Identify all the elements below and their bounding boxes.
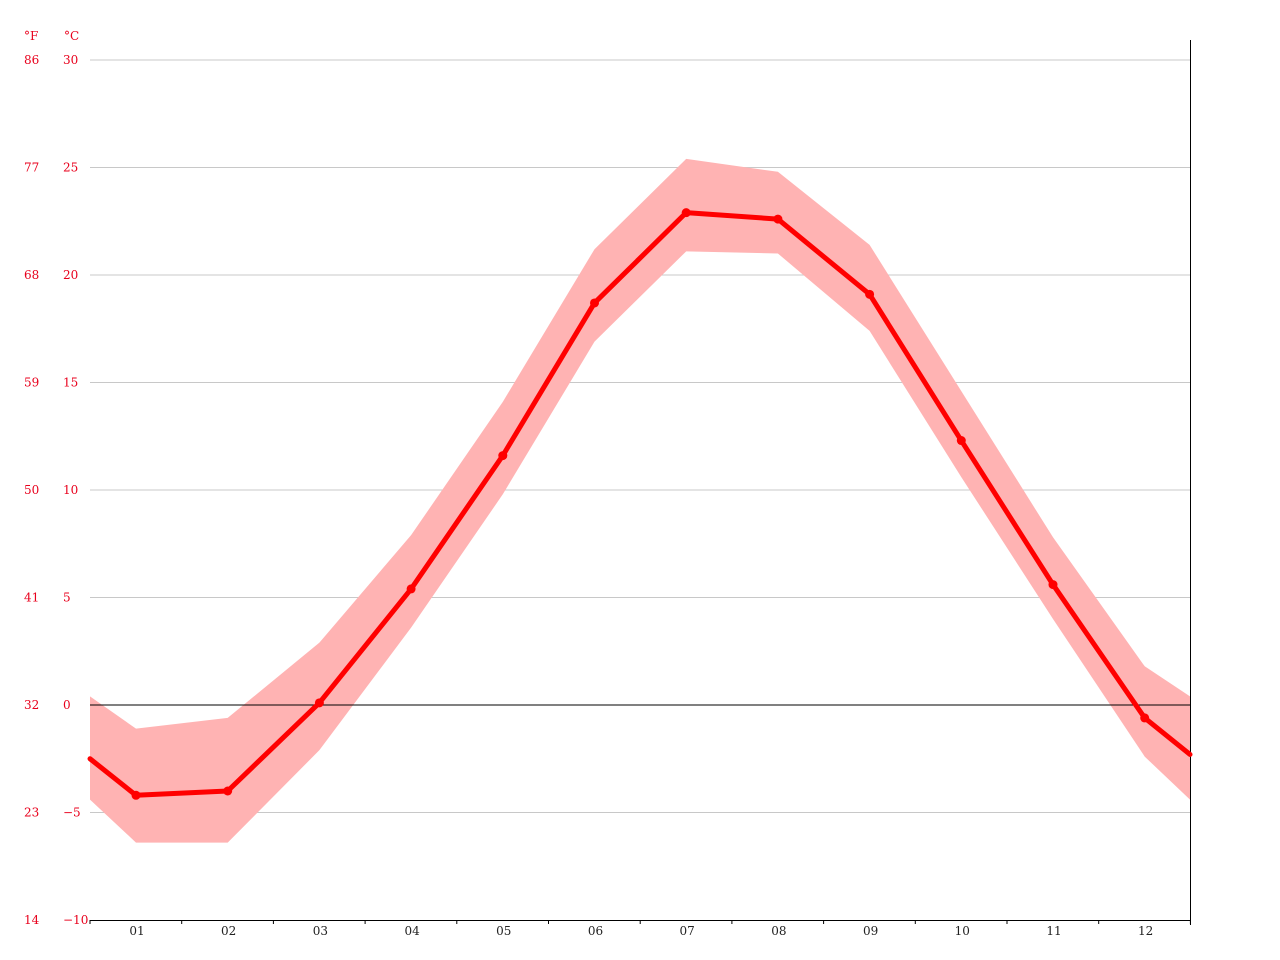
tick-labels: °F °C 86 30 77 25 68 20 59 15 50 10 41 5 32 0 23 −5 14 −10 0… [24,29,1153,938]
data-point [681,208,691,218]
x-tick-label: 06 [588,924,603,938]
x-tick-label: 12 [1138,924,1153,938]
x-tick-label: 07 [680,924,695,938]
data-point [314,698,324,708]
data-point [131,790,141,800]
y-tick-label-celsius: 5 [63,591,71,605]
unit-celsius: °C [64,29,79,43]
x-tick-label: 05 [496,924,511,938]
y-tick-label-celsius: 30 [63,53,78,67]
series-line [87,210,1193,798]
x-tick-label: 03 [313,924,328,938]
data-point [590,298,599,308]
y-tick-label-fahrenheit: 50 [24,483,39,497]
data-point [1140,713,1150,723]
data-point [223,786,233,796]
data-points [131,208,1150,800]
y-tick-label-fahrenheit: 41 [24,591,39,605]
y-tick-label-celsius: 20 [63,268,78,282]
y-tick-label-celsius: −5 [63,806,81,820]
data-point [773,214,783,224]
x-tick-label: 01 [129,924,144,938]
data-point [865,289,875,299]
average-temperature-line [87,210,1193,798]
y-tick-label-celsius: 25 [63,161,78,175]
data-point [498,451,508,461]
unit-fahrenheit: °F [24,29,38,43]
y-tick-label-celsius: 0 [63,698,71,712]
y-tick-label-fahrenheit: 68 [24,268,39,282]
data-point [1048,580,1058,590]
y-tick-label-fahrenheit: 77 [24,161,39,175]
y-tick-label-fahrenheit: 14 [24,913,40,927]
data-point [406,584,416,594]
x-tick-label: 09 [863,924,878,938]
range-band [90,158,1190,843]
x-tick-label: 04 [404,924,420,938]
y-tick-label-celsius: 15 [63,376,78,390]
x-tick-label: 10 [955,924,970,938]
x-tick-label: 02 [221,924,236,938]
temperature-range-band [90,158,1190,843]
y-tick-label-celsius: 10 [63,483,78,497]
x-tick-label: 11 [1046,924,1061,938]
y-tick-label-fahrenheit: 86 [24,53,39,67]
y-tick-label-fahrenheit: 23 [24,806,39,820]
data-point [956,436,966,446]
x-tick-label: 08 [771,924,786,938]
y-tick-label-fahrenheit: 32 [24,698,39,712]
y-tick-label-celsius: −10 [63,913,88,927]
y-tick-label-fahrenheit: 59 [24,376,39,390]
axes [89,40,1191,925]
